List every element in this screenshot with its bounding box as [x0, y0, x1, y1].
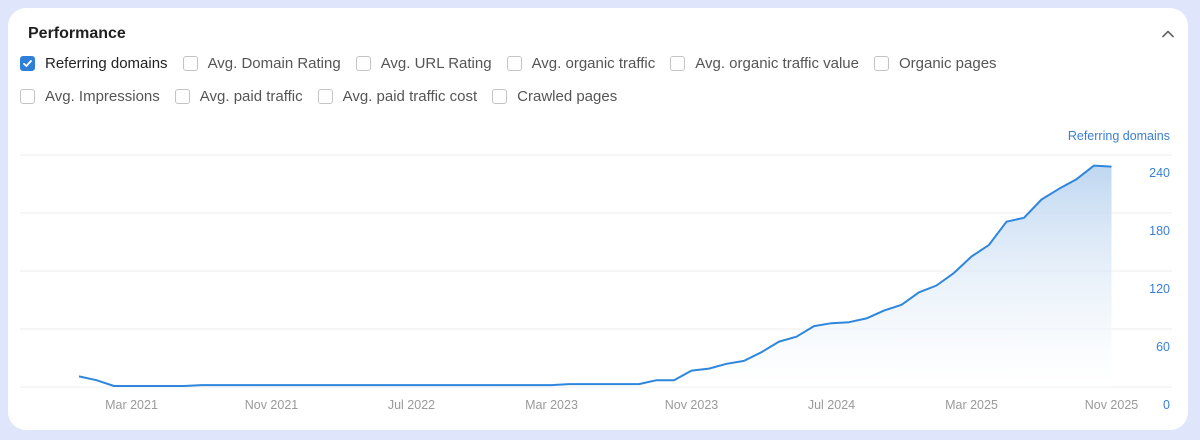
metric-label: Avg. paid traffic cost	[342, 88, 478, 105]
checkbox[interactable]	[873, 56, 889, 71]
y-tick-label: 120	[1149, 282, 1170, 296]
checkbox[interactable]	[492, 89, 508, 104]
metric-label: Referring domains	[45, 55, 168, 72]
y-tick-label: 240	[1149, 166, 1170, 180]
metric-options-row-1: Referring domains Avg. Domain Rating Avg. …	[20, 55, 1012, 72]
y-tick-label: 60	[1156, 340, 1170, 354]
metric-option-crawled-pages[interactable]: Crawled pages	[492, 88, 617, 105]
metric-label: Avg. organic traffic	[531, 55, 656, 72]
metric-label: Avg. URL Rating	[380, 55, 492, 72]
checkmark-icon	[23, 60, 32, 67]
checkbox[interactable]	[670, 56, 686, 71]
x-tick-label: Nov 2025	[1085, 398, 1139, 412]
metric-option-avg-paid-traffic[interactable]: Avg. paid traffic	[174, 88, 303, 105]
y-axis-title: Referring domains	[1068, 129, 1170, 143]
metric-option-avg-paid-traffic-cost[interactable]: Avg. paid traffic cost	[317, 88, 478, 105]
checkbox[interactable]	[174, 89, 190, 104]
metric-label: Organic pages	[898, 55, 997, 72]
x-tick-label: Mar 2025	[945, 398, 998, 412]
checkbox[interactable]	[506, 56, 522, 71]
checkbox[interactable]	[20, 56, 35, 71]
x-tick-label: Mar 2023	[525, 398, 578, 412]
checkbox[interactable]	[20, 89, 35, 104]
x-tick-label: Nov 2021	[245, 398, 299, 412]
metric-option-avg-impressions[interactable]: Avg. Impressions	[20, 88, 160, 105]
metric-option-avg-organic-traffic[interactable]: Avg. organic traffic	[506, 55, 656, 72]
chevron-up-icon[interactable]	[1160, 26, 1176, 42]
metric-label: Crawled pages	[517, 88, 618, 105]
series-line	[78, 164, 1112, 387]
metric-option-avg-domain-rating[interactable]: Avg. Domain Rating	[182, 55, 341, 72]
panel-title: Performance	[28, 25, 126, 42]
x-tick-label: Jul 2022	[388, 398, 435, 412]
metric-label: Avg. Impressions	[45, 88, 160, 105]
metric-label: Avg. organic traffic value	[695, 55, 859, 72]
x-tick-label: Nov 2023	[665, 398, 719, 412]
x-tick-label: Mar 2021	[105, 398, 158, 412]
series-area	[79, 165, 1112, 387]
x-tick-label: Jul 2024	[808, 398, 855, 412]
checkbox[interactable]	[317, 89, 333, 104]
metric-option-avg-organic-traffic-value[interactable]: Avg. organic traffic value	[670, 55, 859, 72]
metric-options-row-2: Avg. Impressions Avg. paid traffic Avg. pa…	[20, 88, 632, 105]
y-tick-label: 0	[1163, 398, 1170, 412]
metric-label: Avg. paid traffic	[199, 88, 303, 105]
metric-option-organic-pages[interactable]: Organic pages	[873, 55, 997, 72]
metric-option-avg-url-rating[interactable]: Avg. URL Rating	[355, 55, 492, 72]
y-tick-label: 180	[1149, 224, 1170, 238]
metric-label: Avg. Domain Rating	[207, 55, 341, 72]
checkbox[interactable]	[182, 56, 198, 71]
metric-option-referring-domains[interactable]: Referring domains	[20, 55, 168, 72]
checkbox[interactable]	[355, 56, 371, 71]
